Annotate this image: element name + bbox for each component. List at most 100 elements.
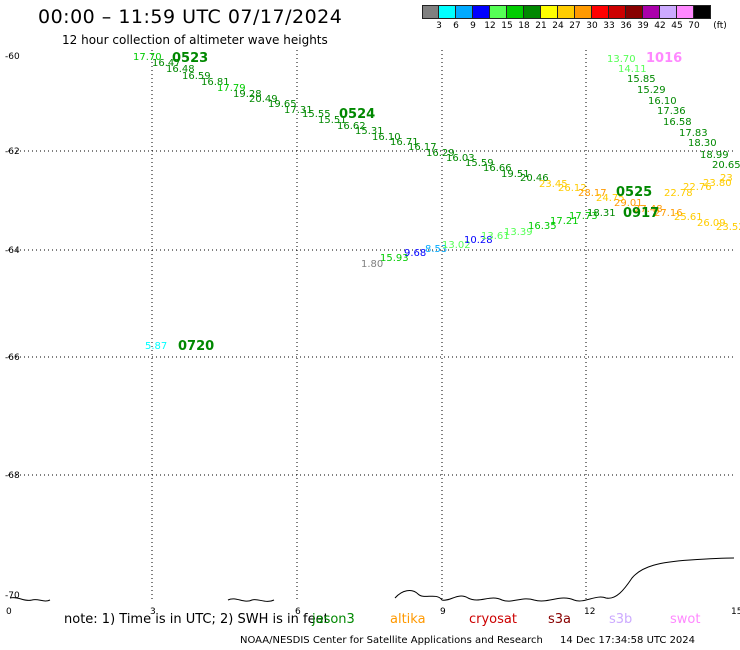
wave-height-label: 18.31 bbox=[587, 208, 616, 219]
wave-height-label: 16.29 bbox=[426, 148, 455, 159]
scale-tick-label: 21 bbox=[535, 21, 547, 31]
color-scale-labels: 3 6 9 12 15 18 21 24 27 30 33 36 39 42 45 70 (ft) bbox=[422, 21, 740, 33]
scale-tick-label: 36 bbox=[620, 21, 632, 31]
color-swatch bbox=[456, 5, 473, 19]
wave-height-label: 15.59 bbox=[465, 158, 494, 169]
pass-id-label: 1016 bbox=[646, 51, 682, 66]
wave-height-label: 8.53 bbox=[425, 244, 447, 255]
color-swatch bbox=[490, 5, 507, 19]
scale-tick-label: 39 bbox=[637, 21, 649, 31]
wave-height-label: 16.47 bbox=[152, 58, 181, 69]
credit-text: NOAA/NESDIS Center for Satellite Applica… bbox=[240, 635, 543, 646]
wave-height-label: 17.73 bbox=[569, 211, 598, 222]
x-tick-label: 12 bbox=[584, 607, 595, 617]
page-title: 00:00 – 11:59 UTC 07/17/2024 bbox=[38, 6, 343, 28]
scale-tick-label: 3 bbox=[436, 21, 442, 31]
pass-id-label: 0525 bbox=[616, 185, 652, 200]
wave-height-label: 16.81 bbox=[201, 77, 230, 88]
footer-note-text: note: 1) Time is in UTC; 2) SWH is in fe… bbox=[64, 612, 329, 627]
y-tick-label: -70 bbox=[5, 591, 20, 601]
wave-height-label: 29.01 bbox=[614, 198, 643, 209]
pass-id-label: 0523 bbox=[172, 51, 208, 66]
color-swatch bbox=[473, 5, 490, 19]
scale-tick-label: 18 bbox=[518, 21, 530, 31]
x-tick-label: 6 bbox=[295, 607, 301, 617]
wave-height-label: 17.79 bbox=[217, 83, 246, 94]
scale-tick-label: 30 bbox=[586, 21, 598, 31]
credit-line: NOAA/NESDIS Center for Satellite Applica… bbox=[240, 635, 695, 646]
wave-height-label: 16.58 bbox=[663, 117, 692, 128]
pass-id-label: 0524 bbox=[339, 107, 375, 122]
wave-height-label: 13.70 bbox=[607, 54, 636, 65]
wave-height-label: 9.68 bbox=[404, 248, 426, 259]
wave-height-label: 13.61 bbox=[481, 231, 510, 242]
satellite-legend-item: altika bbox=[390, 612, 426, 627]
color-swatch bbox=[575, 5, 592, 19]
wave-height-label: 25.61 bbox=[674, 212, 703, 223]
wave-height-label: 16.66 bbox=[483, 163, 512, 174]
wave-height-label: 23 bbox=[720, 173, 733, 184]
x-tick-label: 15 bbox=[731, 607, 740, 617]
wave-height-label: 27.48 bbox=[634, 204, 663, 215]
wave-height-label: 15.31 bbox=[355, 126, 384, 137]
wave-height-label: 27.16 bbox=[654, 208, 683, 219]
color-swatch bbox=[626, 5, 643, 19]
y-tick-label: -62 bbox=[5, 147, 20, 157]
page-subtitle: 12 hour collection of altimeter wave hei… bbox=[62, 33, 328, 47]
wave-height-label: 13.39 bbox=[504, 227, 533, 238]
color-swatch bbox=[694, 5, 711, 19]
wave-height-label: 20.46 bbox=[520, 173, 549, 184]
coastline-path bbox=[9, 557, 735, 602]
scale-tick-label: 24 bbox=[552, 21, 564, 31]
pass-id-label: 0917 bbox=[623, 206, 659, 221]
wave-height-label: 20.49 bbox=[249, 94, 278, 105]
wave-height-label: 17.83 bbox=[679, 128, 708, 139]
x-tick-label: 0 bbox=[6, 607, 12, 617]
wave-height-label: 10.28 bbox=[464, 235, 493, 246]
x-tick-label: 3 bbox=[150, 607, 156, 617]
wave-height-label: 26.12 bbox=[558, 183, 587, 194]
wave-height-label: 16.35 bbox=[528, 221, 557, 232]
wave-height-label: 14.11 bbox=[618, 64, 647, 75]
wave-height-label: 17.31 bbox=[284, 105, 313, 116]
wave-height-label: 23.52 bbox=[716, 222, 740, 233]
pass-id-labels: 0523 0524 0525 0917 1016 0720 bbox=[172, 51, 682, 354]
color-scale-legend bbox=[422, 5, 711, 19]
scale-tick-label: 6 bbox=[453, 21, 459, 31]
color-swatch bbox=[660, 5, 677, 19]
color-swatch bbox=[507, 5, 524, 19]
wave-height-label: 17.70 bbox=[133, 52, 162, 63]
color-swatch bbox=[643, 5, 660, 19]
wave-height-label: 16.59 bbox=[182, 71, 211, 82]
wave-height-label: 15.85 bbox=[627, 74, 656, 85]
x-tick-label: 9 bbox=[440, 607, 446, 617]
footer-note: note: 1) Time is in UTC; 2) SWH is in fe… bbox=[64, 612, 329, 627]
scale-tick-label: 9 bbox=[470, 21, 476, 31]
satellite-legend-item: jason3 bbox=[312, 612, 355, 627]
wave-height-label: 18.30 bbox=[688, 138, 717, 149]
wave-height-label: 1.80 bbox=[361, 259, 383, 270]
wave-height-label: 16.03 bbox=[446, 153, 475, 164]
coastline bbox=[9, 557, 735, 602]
satellite-legend-item: s3b bbox=[609, 612, 633, 627]
wave-height-labels: 17.7016.4716.4816.5916.8117.7919.2820.49… bbox=[133, 52, 740, 352]
color-swatch bbox=[541, 5, 558, 19]
scale-tick-label: 12 bbox=[484, 21, 496, 31]
scale-tick-label: 33 bbox=[603, 21, 615, 31]
y-tick-label: -66 bbox=[5, 353, 20, 363]
y-tick-label: -68 bbox=[5, 471, 20, 481]
color-swatch bbox=[422, 5, 439, 19]
color-swatch bbox=[558, 5, 575, 19]
scale-tick-label: 42 bbox=[654, 21, 666, 31]
scale-tick-label: 45 bbox=[671, 21, 683, 31]
pass-id-label: 0720 bbox=[178, 339, 214, 354]
wave-height-label: 24.75 bbox=[596, 193, 625, 204]
wave-height-label: 17.21 bbox=[550, 216, 579, 227]
wave-height-label: 13.02 bbox=[442, 240, 471, 251]
wave-height-label: 15.51 bbox=[318, 115, 347, 126]
wave-height-label: 16.48 bbox=[166, 64, 195, 75]
wave-height-label: 5.87 bbox=[145, 341, 167, 352]
satellite-legend-item: cryosat bbox=[469, 612, 517, 627]
color-swatch bbox=[677, 5, 694, 19]
